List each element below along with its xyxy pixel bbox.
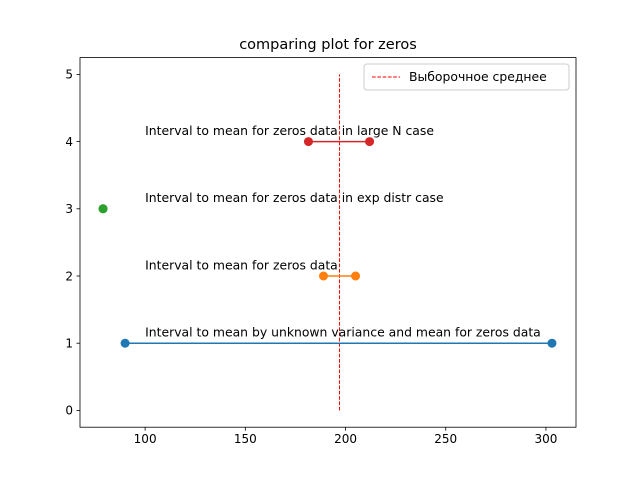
interval-endpoint-marker	[351, 271, 361, 281]
interval-annotation: Interval to mean for zeros data	[145, 257, 338, 272]
y-tick-label: 1	[65, 337, 73, 351]
interval-endpoint-marker	[303, 137, 313, 147]
interval-annotation: Interval to mean by unknown variance and…	[145, 324, 541, 339]
y-tick-label: 5	[65, 68, 73, 82]
interval-annotation: Interval to mean for zeros data in exp d…	[145, 190, 444, 205]
y-tick-label: 3	[65, 202, 73, 216]
chart-title: comparing plot for zeros	[239, 37, 417, 53]
legend-box	[363, 63, 570, 91]
x-tick-label: 250	[434, 432, 457, 446]
interval-endpoint-marker	[318, 271, 328, 281]
y-tick-label: 4	[65, 135, 73, 149]
y-tick-label: 2	[65, 269, 73, 283]
y-tick-label: 0	[65, 404, 73, 418]
legend-label: Выборочное среднее	[409, 69, 547, 84]
x-tick-label: 150	[234, 432, 257, 446]
plot-area-frame	[79, 57, 577, 428]
x-tick-label: 100	[134, 432, 157, 446]
interval-annotation: Interval to mean for zeros data in large…	[145, 123, 434, 138]
interval-endpoint-marker	[120, 338, 130, 348]
x-tick-label: 300	[534, 432, 557, 446]
interval-endpoint-marker	[547, 338, 557, 348]
interval-endpoint-marker	[98, 204, 108, 214]
interval-endpoint-marker	[365, 137, 375, 147]
x-tick-label: 200	[334, 432, 357, 446]
